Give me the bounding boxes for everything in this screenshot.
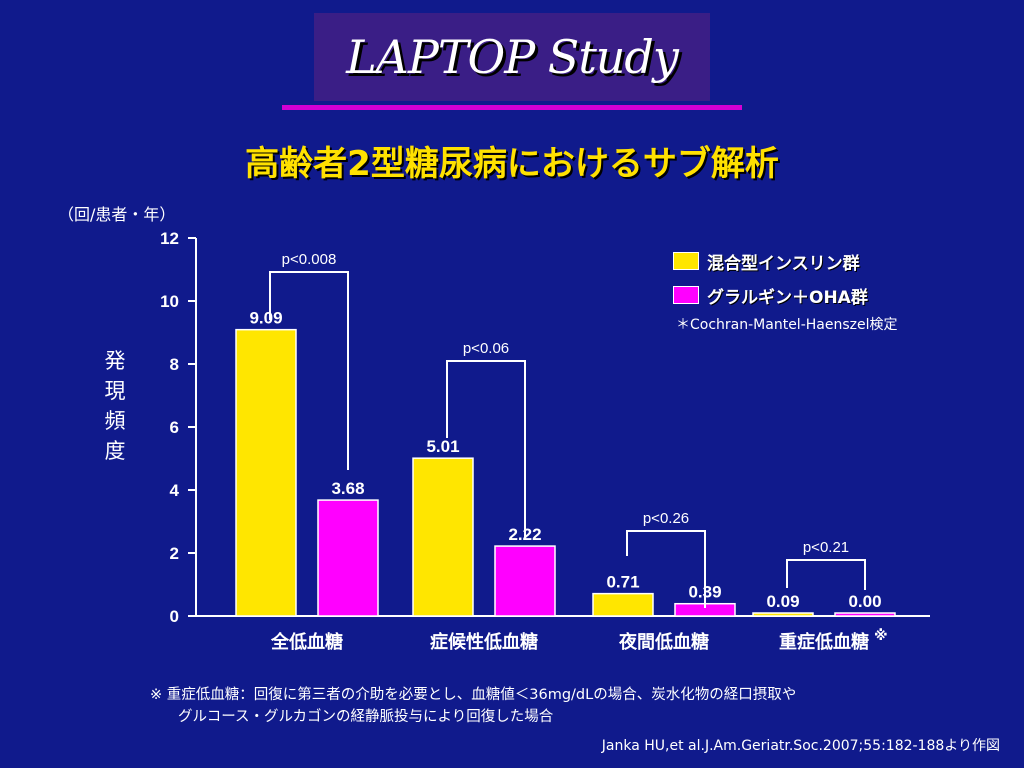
significance-bracket <box>786 559 866 590</box>
source-citation: Janka HU,et al.J.Am.Geriatr.Soc.2007;55:… <box>601 738 1000 754</box>
category-footnote-mark: ※ <box>874 628 888 644</box>
bar-insulin <box>412 457 474 617</box>
footnote: ※ 重症低血糖：回復に第三者の介助を必要とし、血糖値＜36mg/dLの場合、炭水… <box>150 684 796 728</box>
bar-insulin <box>752 612 814 617</box>
title-underline <box>282 105 742 110</box>
bar-glargine <box>834 612 896 617</box>
p-value-label: p<0.21 <box>803 539 849 556</box>
bar-value-label: 3.68 <box>331 479 364 498</box>
slide-title: LAPTOP Study <box>346 30 679 84</box>
y-tick-label: 6 <box>170 418 179 437</box>
y-tick-label: 10 <box>160 292 179 311</box>
legend-swatch-yellow <box>673 252 699 270</box>
bar-insulin <box>235 328 297 617</box>
footnote-line-1: ※ 重症低血糖：回復に第三者の介助を必要とし、血糖値＜36mg/dLの場合、炭水… <box>150 687 797 703</box>
y-tick-label: 12 <box>160 229 179 248</box>
p-value-label: p<0.008 <box>282 251 337 268</box>
legend: 混合型インスリン群 グラルギン＋OHA群 <box>673 244 868 312</box>
p-value-label: p<0.26 <box>643 510 689 527</box>
significance-bracket <box>269 271 349 470</box>
bar-glargine <box>494 545 556 617</box>
footnote-line-2: グルコース・グルカゴンの経静脈投与により回復した場合 <box>178 709 554 725</box>
bar-value-label: 0.71 <box>606 573 639 592</box>
p-value-label: p<0.06 <box>463 340 509 357</box>
y-axis-label: 発現頻度 <box>104 349 126 463</box>
category-label: 重症低血糖 <box>779 631 869 653</box>
bar-insulin <box>592 592 654 617</box>
significance-bracket <box>446 360 526 540</box>
y-tick-label: 4 <box>170 481 180 500</box>
y-tick-label: 8 <box>170 355 179 374</box>
legend-test-note: ＊Cochran-Mantel-Haenszel検定 <box>676 317 898 333</box>
bar-glargine <box>317 499 379 617</box>
category-label: 全低血糖 <box>270 631 343 653</box>
slide-subtitle: 高齢者2型糖尿病におけるサブ解析 <box>245 144 779 184</box>
legend-item-glargine: グラルギン＋OHA群 <box>673 278 868 312</box>
title-box: LAPTOP Study <box>314 13 710 101</box>
significance-bracket <box>626 530 706 608</box>
bar-value-label: 9.09 <box>249 309 282 328</box>
bar-value-label: 0.00 <box>848 592 881 611</box>
legend-item-insulin: 混合型インスリン群 <box>673 244 868 278</box>
category-label: 症候性低血糖 <box>430 631 538 653</box>
bar-value-label: 5.01 <box>426 437 459 456</box>
category-label: 夜間低血糖 <box>618 631 709 653</box>
legend-label-glargine: グラルギン＋OHA群 <box>707 287 868 308</box>
y-tick-label: 0 <box>170 607 179 626</box>
y-unit-label: （回/患者・年） <box>58 205 176 224</box>
y-tick-label: 2 <box>170 544 179 563</box>
bar-value-label: 0.09 <box>766 592 799 611</box>
legend-label-insulin: 混合型インスリン群 <box>707 253 860 274</box>
legend-swatch-magenta <box>673 286 699 304</box>
